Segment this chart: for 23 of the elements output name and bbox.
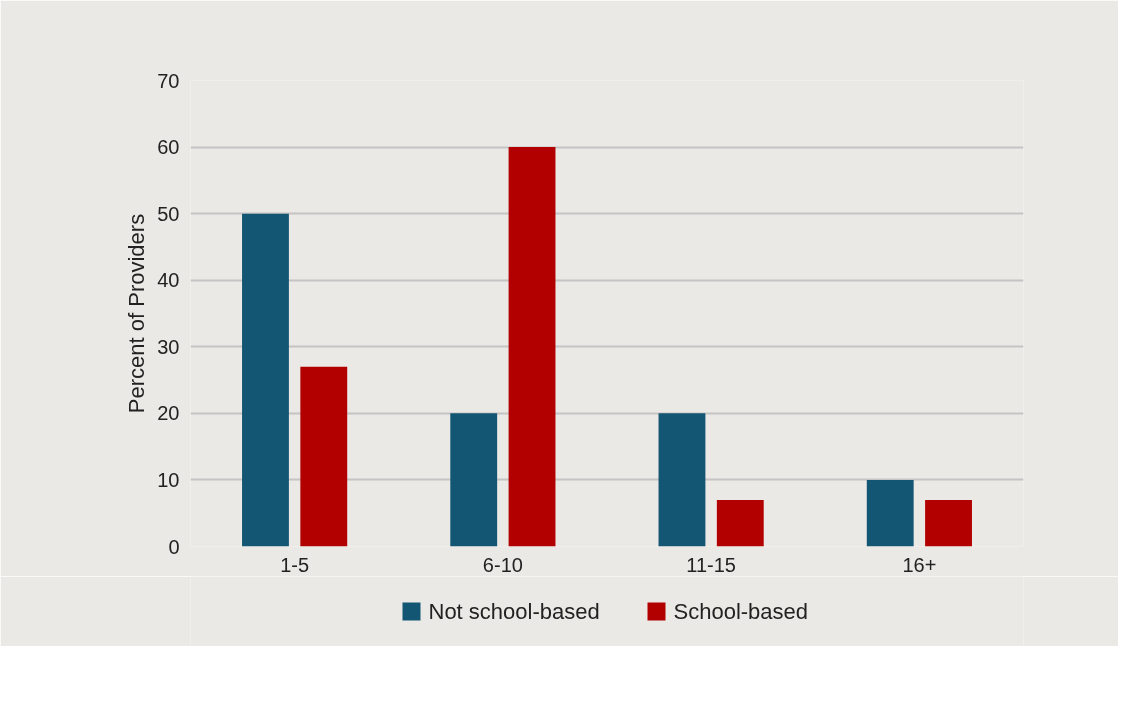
y-tick-label: 10 [157,468,180,491]
y-tick-label: 60 [157,136,180,159]
bar [866,479,914,547]
y-tick-label: 40 [157,269,180,292]
legend-label: Not school-based [428,599,600,624]
bar [716,499,764,547]
x-tick-label: 6-10 [482,553,523,576]
bar [242,213,289,547]
y-tick-label: 70 [157,69,180,92]
bar [508,147,556,547]
y-tick-label: 50 [157,202,180,225]
x-tick-label: 1-5 [280,553,310,576]
y-tick-label: 30 [157,335,180,358]
bar [300,366,348,547]
legend-label: School-based [673,599,809,624]
bar [658,413,706,547]
bar [925,499,972,547]
x-tick-label: 16+ [902,553,937,576]
bar [450,413,498,547]
x-tick-label: 11-15 [686,553,736,576]
y-tick-label: 20 [157,402,180,425]
y-tick-label: 0 [168,535,180,558]
y-axis-title: Percent of Providers [124,213,150,414]
